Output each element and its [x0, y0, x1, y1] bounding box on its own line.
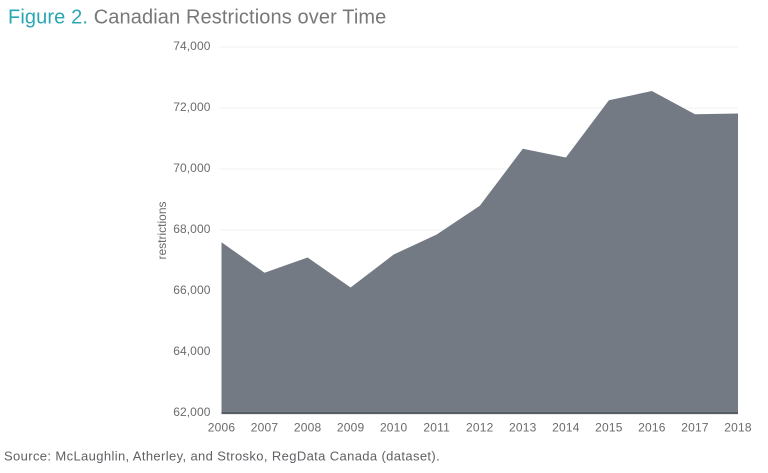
svg-text:Figure 2. Canadian Restriction: Figure 2. Canadian Restrictions over Tim… — [8, 6, 386, 28]
svg-text:74,000: 74,000 — [173, 39, 211, 53]
svg-text:2007: 2007 — [251, 421, 279, 435]
svg-text:2013: 2013 — [509, 421, 537, 435]
svg-text:2009: 2009 — [337, 421, 365, 435]
svg-text:2012: 2012 — [466, 421, 494, 435]
svg-text:2014: 2014 — [552, 421, 580, 435]
svg-text:restrictions: restrictions — [155, 201, 169, 259]
svg-text:66,000: 66,000 — [173, 283, 211, 297]
svg-text:2018: 2018 — [724, 421, 752, 435]
svg-text:2015: 2015 — [595, 421, 623, 435]
svg-text:70,000: 70,000 — [173, 161, 211, 175]
svg-text:72,000: 72,000 — [173, 100, 211, 114]
svg-text:2011: 2011 — [423, 421, 450, 435]
svg-text:2008: 2008 — [294, 421, 322, 435]
svg-text:Source: McLaughlin, Atherley,: Source: McLaughlin, Atherley, and Strosk… — [4, 448, 440, 463]
svg-text:2006: 2006 — [208, 421, 236, 435]
svg-text:64,000: 64,000 — [173, 344, 211, 358]
svg-text:62,000: 62,000 — [173, 405, 211, 419]
svg-text:68,000: 68,000 — [173, 222, 211, 236]
svg-text:2016: 2016 — [638, 421, 666, 435]
svg-text:2017: 2017 — [681, 421, 709, 435]
svg-text:2010: 2010 — [380, 421, 408, 435]
